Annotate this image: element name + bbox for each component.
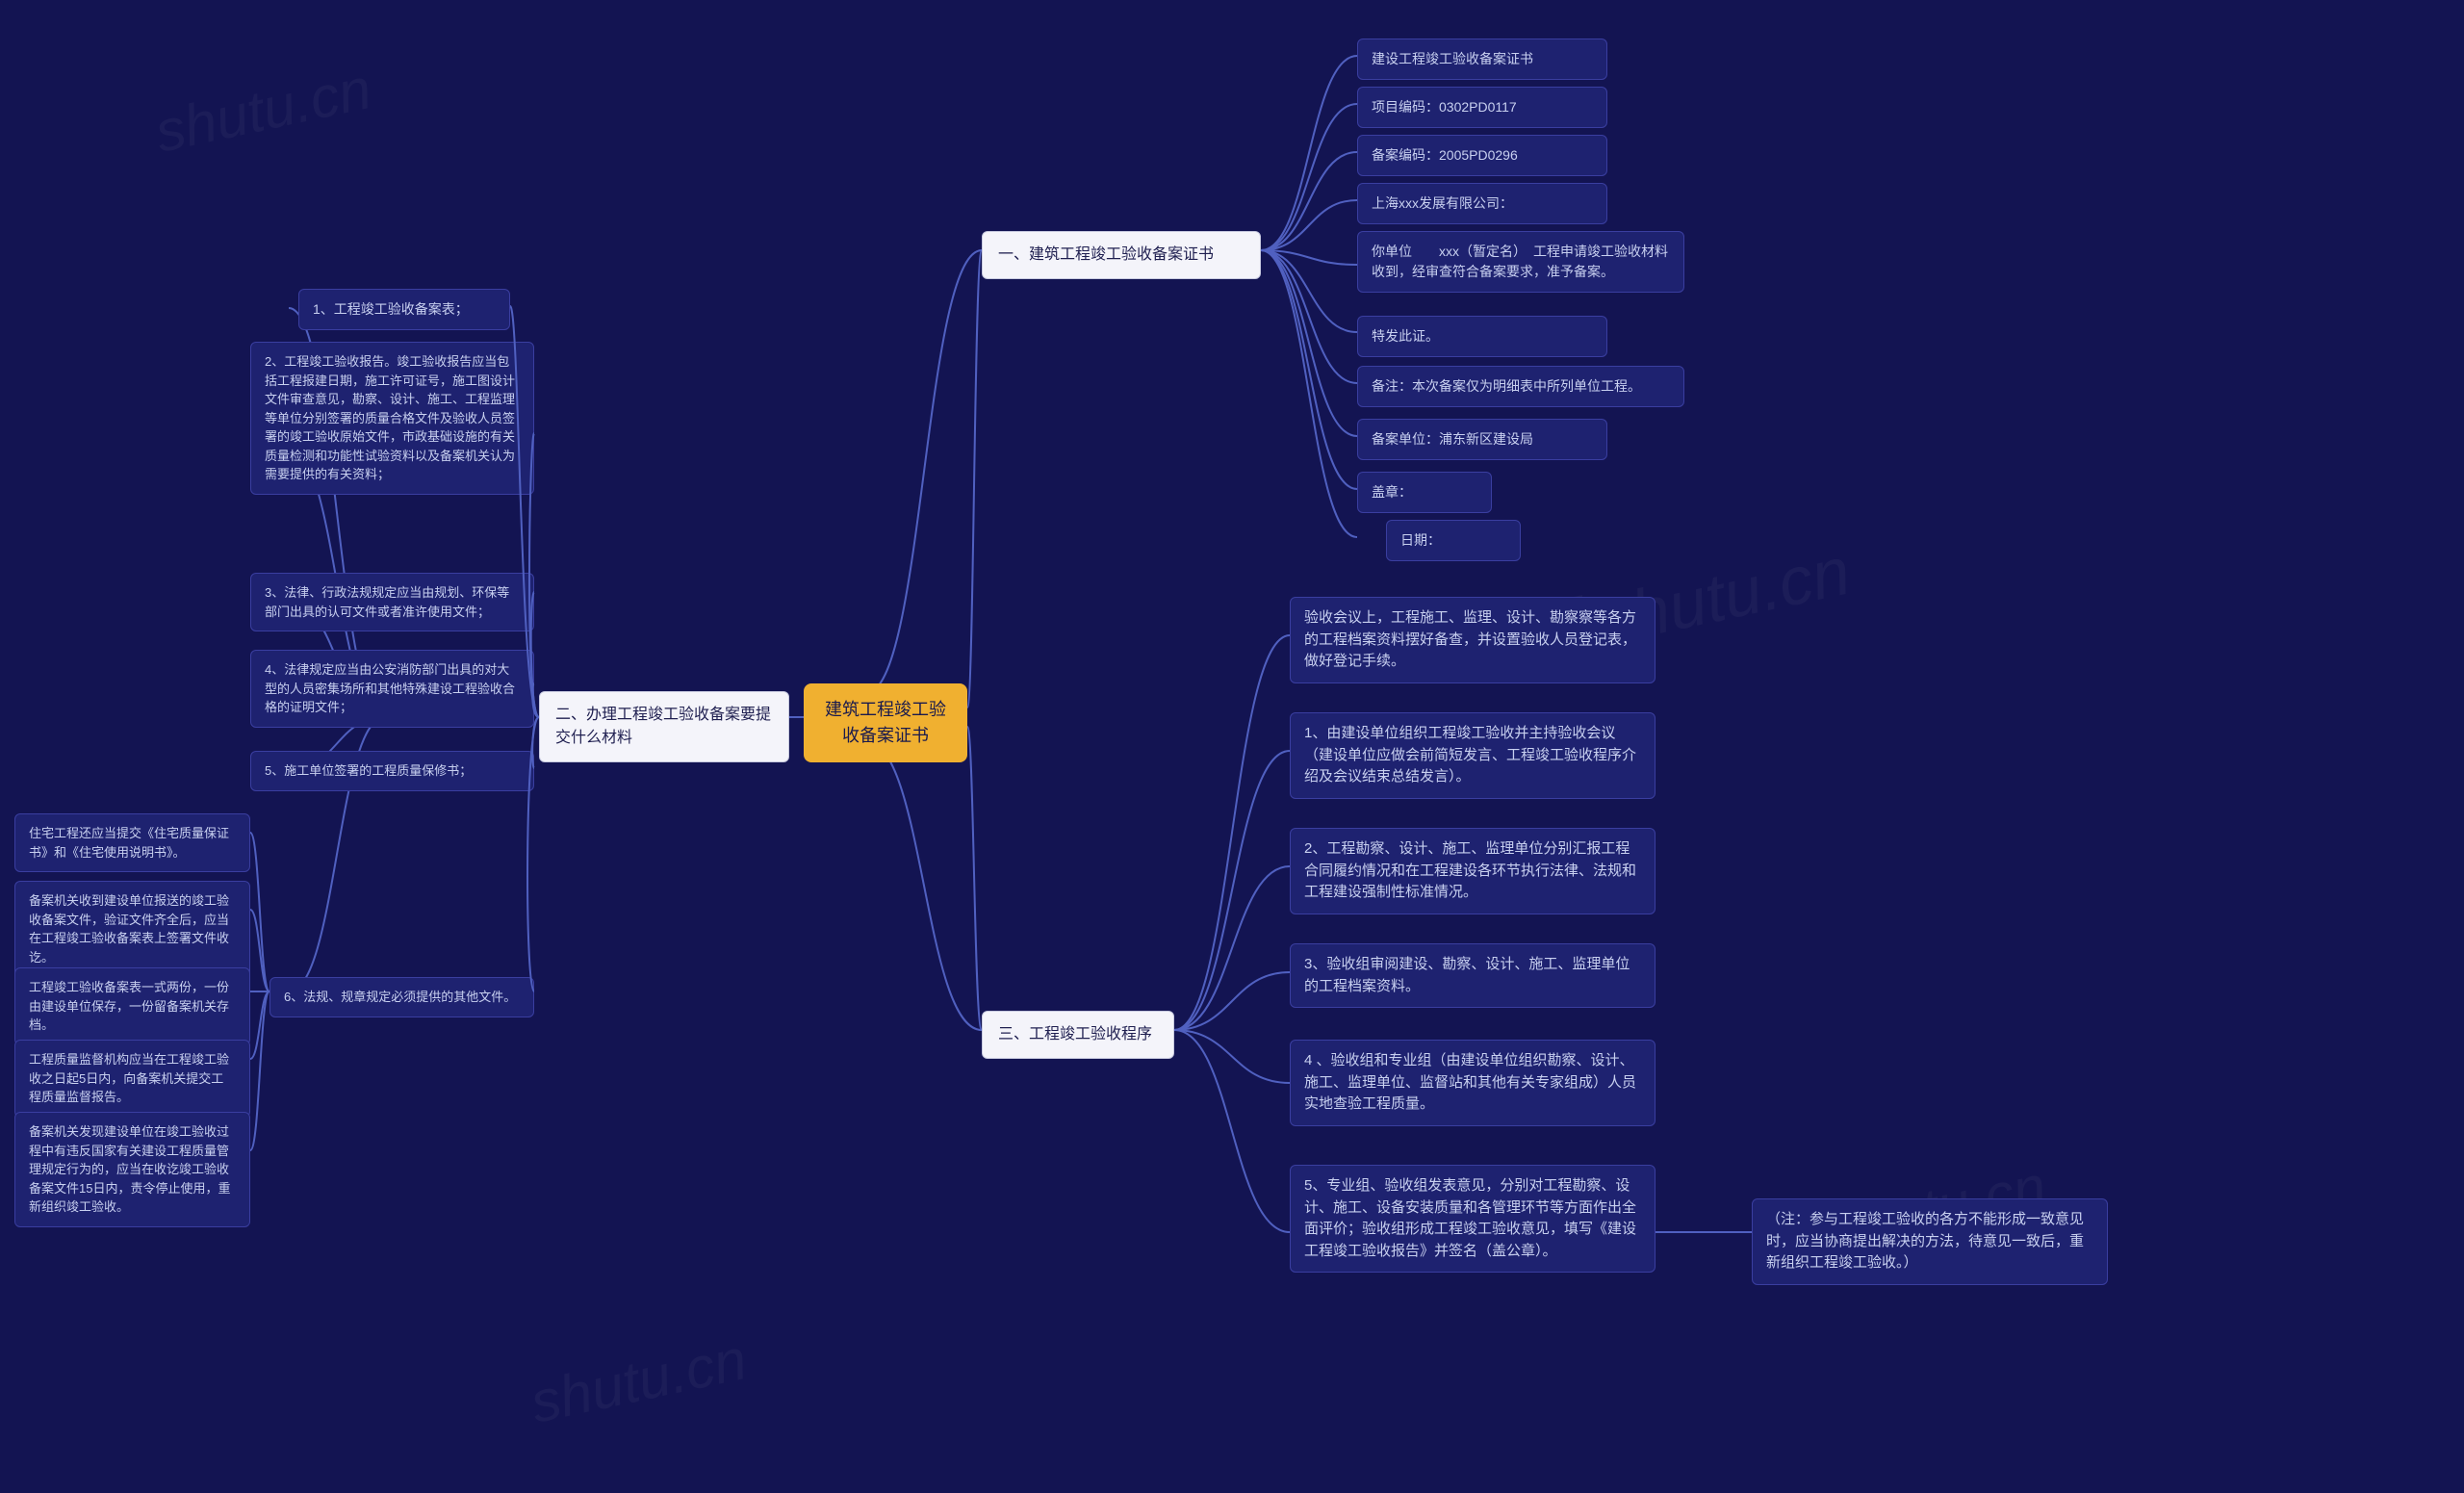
L-s0[interactable]: 住宅工程还应当提交《住宅质量保证书》和《住宅使用说明书》。 bbox=[14, 813, 250, 872]
branch1-item-9[interactable]: 日期： bbox=[1386, 520, 1521, 561]
branch1-item-2[interactable]: 备案编码：2005PD0296 bbox=[1357, 135, 1607, 176]
branch3-item-4[interactable]: 4 、验收组和专业组（由建设单位组织勘察、设计、施工、监理单位、监督站和其他有关… bbox=[1290, 1040, 1656, 1126]
branch3-item-2[interactable]: 2、工程勘察、设计、施工、监理单位分别汇报工程合同履约情况和在工程建设各环节执行… bbox=[1290, 828, 1656, 914]
root-node[interactable]: 建筑工程竣工验收备案证书 bbox=[804, 683, 967, 762]
branch3-item-1[interactable]: 1、由建设单位组织工程竣工验收并主持验收会议（建设单位应做会前简短发言、工程竣工… bbox=[1290, 712, 1656, 799]
branch1-item-4[interactable]: 你单位 xxx（暂定名） 工程申请竣工验收材料收到，经审查符合备案要求，准予备案… bbox=[1357, 231, 1684, 293]
branch3-item-5[interactable]: 5、专业组、验收组发表意见，分别对工程勘察、设计、施工、设备安装质量和各管理环节… bbox=[1290, 1165, 1656, 1273]
L-i0[interactable]: 1、工程竣工验收备案表； bbox=[298, 289, 510, 330]
branch1-item-7[interactable]: 备案单位：浦东新区建设局 bbox=[1357, 419, 1607, 460]
L-i2[interactable]: 3、法律、行政法规规定应当由规划、环保等部门出具的认可文件或者准许使用文件； bbox=[250, 573, 534, 631]
L-s1[interactable]: 备案机关收到建设单位报送的竣工验收备案文件，验证文件齐全后，应当在工程竣工验收备… bbox=[14, 881, 250, 977]
branch1-item-0[interactable]: 建设工程竣工验收备案证书 bbox=[1357, 39, 1607, 80]
L-s2[interactable]: 工程竣工验收备案表一式两份，一份由建设单位保存，一份留备案机关存档。 bbox=[14, 967, 250, 1045]
branch3-item-3[interactable]: 3、验收组审阅建设、勘察、设计、施工、监理单位的工程档案资料。 bbox=[1290, 943, 1656, 1008]
branch1-item-1[interactable]: 项目编码：0302PD0117 bbox=[1357, 87, 1607, 128]
branch1-item-5[interactable]: 特发此证。 bbox=[1357, 316, 1607, 357]
L-i1[interactable]: 2、工程竣工验收报告。竣工验收报告应当包括工程报建日期，施工许可证号，施工图设计… bbox=[250, 342, 534, 495]
L-i3[interactable]: 4、法律规定应当由公安消防部门出具的对大型的人员密集场所和其他特殊建设工程验收合… bbox=[250, 650, 534, 728]
L-i4[interactable]: 5、施工单位签署的工程质量保修书； bbox=[250, 751, 534, 791]
branch-3[interactable]: 三、工程竣工验收程序 bbox=[982, 1011, 1174, 1059]
branch-1[interactable]: 一、建筑工程竣工验收备案证书 bbox=[982, 231, 1261, 279]
L-branch2[interactable]: 二、办理工程竣工验收备案要提交什么材料 bbox=[539, 691, 789, 762]
branch3-item-0[interactable]: 验收会议上，工程施工、监理、设计、勘察察等各方的工程档案资料摆好备查，并设置验收… bbox=[1290, 597, 1656, 683]
branch1-item-3[interactable]: 上海xxx发展有限公司： bbox=[1357, 183, 1607, 224]
watermark: shutu.cn bbox=[149, 55, 376, 166]
branch3-note[interactable]: （注：参与工程竣工验收的各方不能形成一致意见时，应当协商提出解决的方法，待意见一… bbox=[1752, 1198, 2108, 1285]
branch1-item-6[interactable]: 备注：本次备案仅为明细表中所列单位工程。 bbox=[1357, 366, 1684, 407]
L-s3[interactable]: 工程质量监督机构应当在工程竣工验收之日起5日内，向备案机关提交工程质量监督报告。 bbox=[14, 1040, 250, 1118]
watermark: shutu.cn bbox=[525, 1326, 752, 1436]
L-s4[interactable]: 备案机关发现建设单位在竣工验收过程中有违反国家有关建设工程质量管理规定行为的，应… bbox=[14, 1112, 250, 1227]
L-i5[interactable]: 6、法规、规章规定必须提供的其他文件。 bbox=[270, 977, 534, 1017]
branch1-item-8[interactable]: 盖章： bbox=[1357, 472, 1492, 513]
